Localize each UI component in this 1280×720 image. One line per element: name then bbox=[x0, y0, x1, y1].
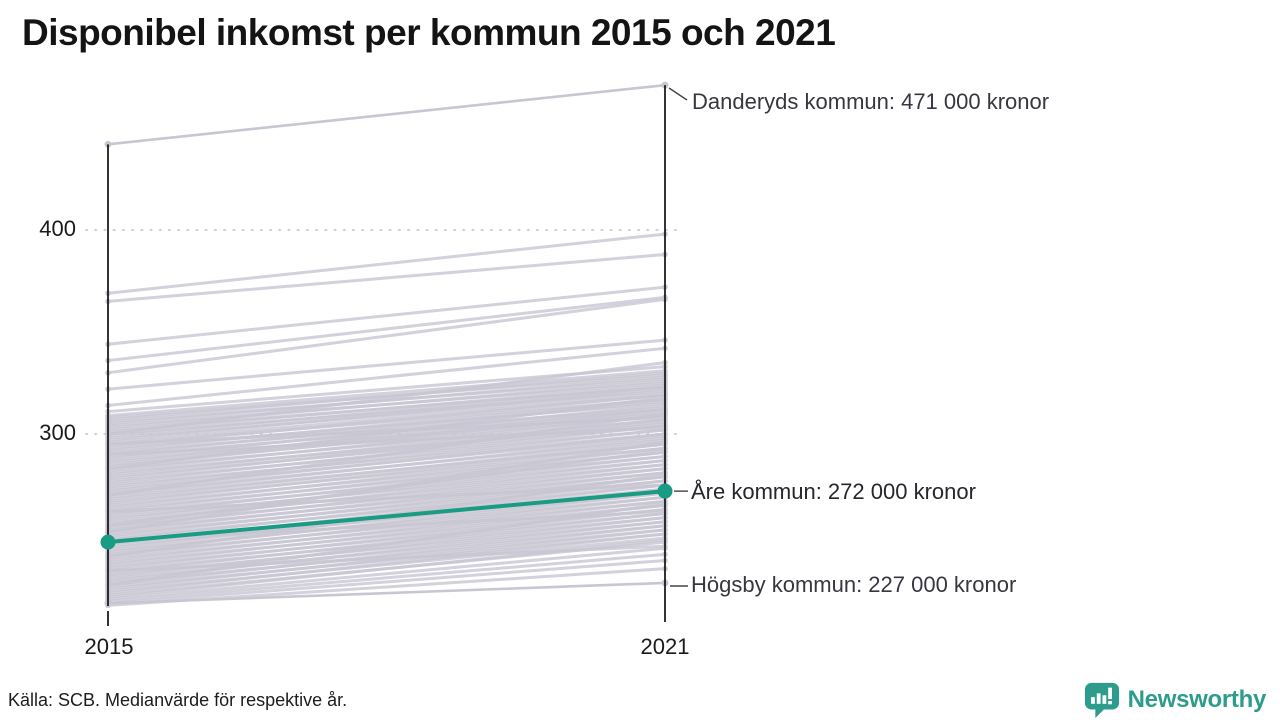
municipality-line bbox=[107, 499, 666, 562]
municipality-line bbox=[107, 558, 666, 605]
municipality-line bbox=[107, 297, 666, 375]
municipality-line bbox=[107, 385, 666, 438]
municipality-line bbox=[107, 459, 666, 522]
municipality-line bbox=[107, 532, 666, 595]
newsworthy-speech-bubble-icon bbox=[1084, 682, 1119, 719]
source-note: Källa: SCB. Medianvärde för respektive å… bbox=[8, 690, 348, 710]
annotation-hogsby: Högsby kommun: 227 000 kronor bbox=[691, 572, 1017, 597]
municipality-line bbox=[107, 414, 666, 473]
municipality-line bbox=[107, 440, 666, 534]
page-title: Disponibel inkomst per kommun 2015 och 2… bbox=[22, 12, 836, 53]
x-axis-label-2021: 2021 bbox=[640, 634, 690, 659]
municipality-line bbox=[107, 361, 666, 436]
municipality-line bbox=[107, 436, 666, 497]
municipality-line bbox=[107, 544, 666, 573]
municipality-line bbox=[107, 428, 666, 489]
municipality-line bbox=[107, 395, 666, 471]
municipality-line bbox=[107, 418, 666, 477]
municipality-line bbox=[107, 552, 666, 603]
municipality-line bbox=[107, 371, 666, 422]
highlight-line-are bbox=[107, 489, 666, 545]
municipality-line bbox=[107, 524, 666, 587]
x-axis-label-2015: 2015 bbox=[84, 634, 134, 659]
municipality-line bbox=[107, 426, 666, 456]
municipality-line bbox=[107, 393, 666, 448]
municipality-line bbox=[107, 338, 666, 391]
annotation-are: Åre kommun: 272 000 kronor bbox=[691, 479, 976, 504]
leader-danderyd bbox=[668, 87, 688, 101]
municipality-line bbox=[107, 369, 666, 418]
highlight-endpoint-dot bbox=[100, 534, 116, 550]
municipality-line bbox=[107, 442, 666, 505]
municipality-line bbox=[107, 416, 666, 446]
brand-logo-text: Newsworthy bbox=[1127, 686, 1267, 713]
municipality-line bbox=[107, 252, 666, 303]
municipality-line bbox=[107, 475, 666, 538]
municipality-line-annotated bbox=[107, 581, 666, 605]
y-axis-tick-label-300: 300 bbox=[39, 420, 76, 445]
municipality-line bbox=[107, 295, 666, 363]
municipality-line bbox=[107, 501, 666, 587]
municipality-line-annotated bbox=[107, 83, 666, 146]
y-axis-tick-label-400: 400 bbox=[39, 216, 76, 241]
municipality-line bbox=[107, 507, 666, 571]
municipality-line bbox=[107, 375, 666, 426]
municipality-line bbox=[107, 346, 666, 407]
municipality-line bbox=[107, 387, 666, 442]
brand-logo: Newsworthy bbox=[1083, 681, 1266, 719]
municipality-line bbox=[107, 440, 666, 501]
annotation-danderyd: Danderyds kommun: 471 000 kronor bbox=[692, 89, 1050, 114]
municipality-line bbox=[107, 383, 666, 434]
municipality-line bbox=[107, 471, 666, 534]
municipality-line bbox=[107, 408, 666, 465]
municipality-line bbox=[107, 379, 666, 430]
municipality-line bbox=[107, 232, 666, 295]
highlight-endpoint-dot bbox=[657, 483, 673, 499]
municipality-line bbox=[107, 285, 666, 346]
municipality-line bbox=[107, 412, 666, 497]
municipality-line bbox=[107, 546, 666, 601]
